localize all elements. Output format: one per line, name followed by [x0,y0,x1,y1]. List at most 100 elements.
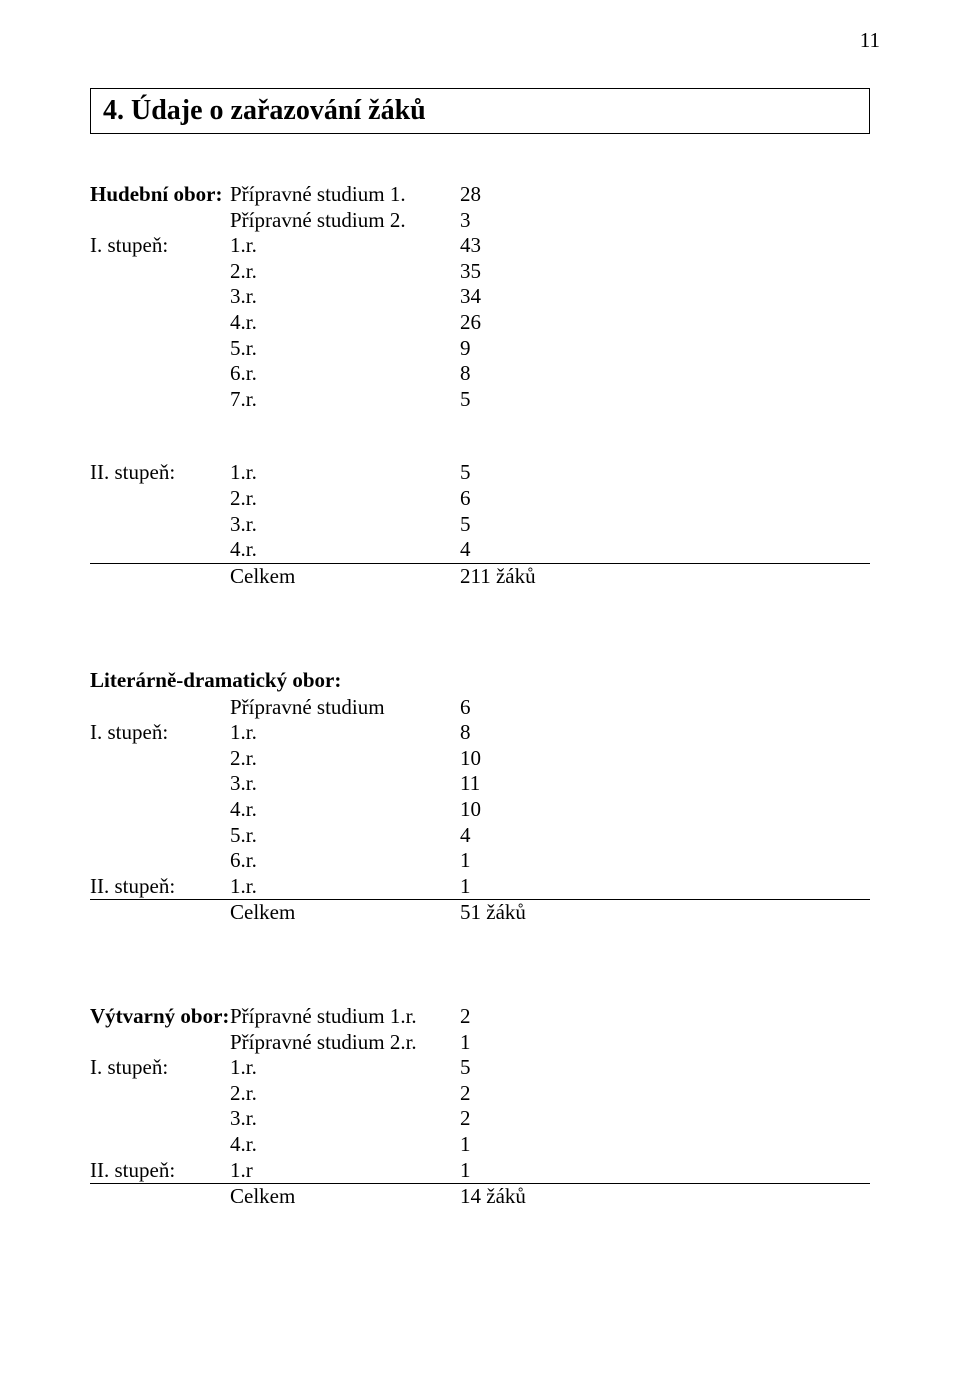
row-label-a: II. stupeň: [90,460,230,486]
table-row: 4.r.1 [90,1132,870,1158]
row-label-a: Hudební obor: [90,182,230,208]
row-label-b: 1.r. [230,1055,460,1081]
row-value: 5 [460,460,870,486]
section: Literárně-dramatický obor:Přípravné stud… [90,668,870,926]
section-heading: Literárně-dramatický obor: [90,668,870,693]
row-value: 43 [460,233,870,259]
row-label-a: Výtvarný obor: [90,1004,230,1030]
row-label-b: Přípravné studium [230,695,460,721]
table-row: 3.r.5 [90,512,870,538]
row-label-a [90,1106,230,1132]
row-label-a [90,746,230,772]
row-label-a [90,848,230,874]
page-number: 11 [860,28,880,53]
row-label-b: Přípravné studium 1. [230,182,460,208]
row-value: 51 žáků [460,900,870,926]
row-value: 1 [460,1030,870,1056]
data-table: Hudební obor: Přípravné studium 1.28Přípr… [90,182,870,590]
row-label-b: 4.r. [230,310,460,336]
section-heading: Hudební obor: [90,182,222,206]
data-table: Přípravné studium6I. stupeň:1.r.82.r.103… [90,695,870,926]
row-label-a [90,310,230,336]
row-label-b: 2.r. [230,1081,460,1107]
row-label-b: 1.r. [230,233,460,259]
row-label-b: 4.r. [230,537,460,563]
row-label-a [90,259,230,285]
table-row: Přípravné studium 2.3 [90,208,870,234]
row-value: 8 [460,720,870,746]
row-label-b: 3.r. [230,771,460,797]
row-label-b: 5.r. [230,823,460,849]
row-label-b: 1.r. [230,460,460,486]
section-heading: Výtvarný obor: [90,1004,229,1028]
row-label-b: Přípravné studium 2. [230,208,460,234]
row-label-b: 1.r. [230,720,460,746]
table-row: Celkem51 žáků [90,900,870,926]
row-label-a [90,486,230,512]
table-row: 2.r.10 [90,746,870,772]
table-row: 4.r.10 [90,797,870,823]
row-value: 1 [460,1132,870,1158]
table-row: 6.r.1 [90,848,870,874]
row-label-a [90,1184,230,1210]
table-row: II. stupeň:1.r.5 [90,460,870,486]
row-label-a [90,771,230,797]
row-value: 6 [460,695,870,721]
row-label-a [90,695,230,721]
title-box: 4. Údaje o zařazování žáků [90,88,870,134]
table-row: Přípravné studium6 [90,695,870,721]
table-row: 4.r.26 [90,310,870,336]
table-row: Výtvarný obor:Přípravné studium 1.r.2 [90,1004,870,1030]
row-value: 1 [460,848,870,874]
row-label-a: I. stupeň: [90,1055,230,1081]
row-label-b: Celkem [230,1184,460,1210]
data-table: Výtvarný obor:Přípravné studium 1.r.2Pří… [90,1004,870,1210]
row-label-a [90,537,230,563]
table-row: 2.r.2 [90,1081,870,1107]
row-label-a [90,1132,230,1158]
row-value: 28 [460,182,870,208]
row-label-a [90,1030,230,1056]
row-label-a [90,512,230,538]
row-value: 8 [460,361,870,387]
table-row: Celkem14 žáků [90,1184,870,1210]
row-label-a: II. stupeň: [90,874,230,900]
row-value: 4 [460,537,870,563]
table-row: Hudební obor: Přípravné studium 1.28 [90,182,870,208]
table-row: 2.r.35 [90,259,870,285]
row-label-b: 1.r [230,1158,460,1184]
row-value: 4 [460,823,870,849]
row-value: 9 [460,336,870,362]
row-label-b: 2.r. [230,259,460,285]
table-row: II. stupeň:1.r.1 [90,874,870,900]
table-row: 7.r.5 [90,387,870,413]
row-value: 5 [460,1055,870,1081]
row-value: 11 [460,771,870,797]
table-row: 2.r.6 [90,486,870,512]
row-label-b: 5.r. [230,336,460,362]
row-label-a [90,1081,230,1107]
table-row: 5.r.9 [90,336,870,362]
table-row: I. stupeň:1.r.43 [90,233,870,259]
table-row: 3.r.11 [90,771,870,797]
row-label-b: 6.r. [230,848,460,874]
row-label-a [90,284,230,310]
row-label-a: I. stupeň: [90,233,230,259]
row-label-b: 4.r. [230,1132,460,1158]
row-label-b: 7.r. [230,387,460,413]
row-label-a: II. stupeň: [90,1158,230,1184]
row-value: 6 [460,486,870,512]
row-value: 5 [460,387,870,413]
table-row: I. stupeň:1.r.5 [90,1055,870,1081]
row-label-b: Přípravné studium 2.r. [230,1030,460,1056]
row-value: 2 [460,1106,870,1132]
table-row: 5.r.4 [90,823,870,849]
row-value: 3 [460,208,870,234]
row-label-b: Celkem [230,900,460,926]
page-title: 4. Údaje o zařazování žáků [103,95,857,127]
table-row: Celkem211 žáků [90,564,870,590]
row-label-b: 3.r. [230,512,460,538]
row-value: 211 žáků [460,564,870,590]
row-label-a [90,336,230,362]
row-label-a [90,387,230,413]
